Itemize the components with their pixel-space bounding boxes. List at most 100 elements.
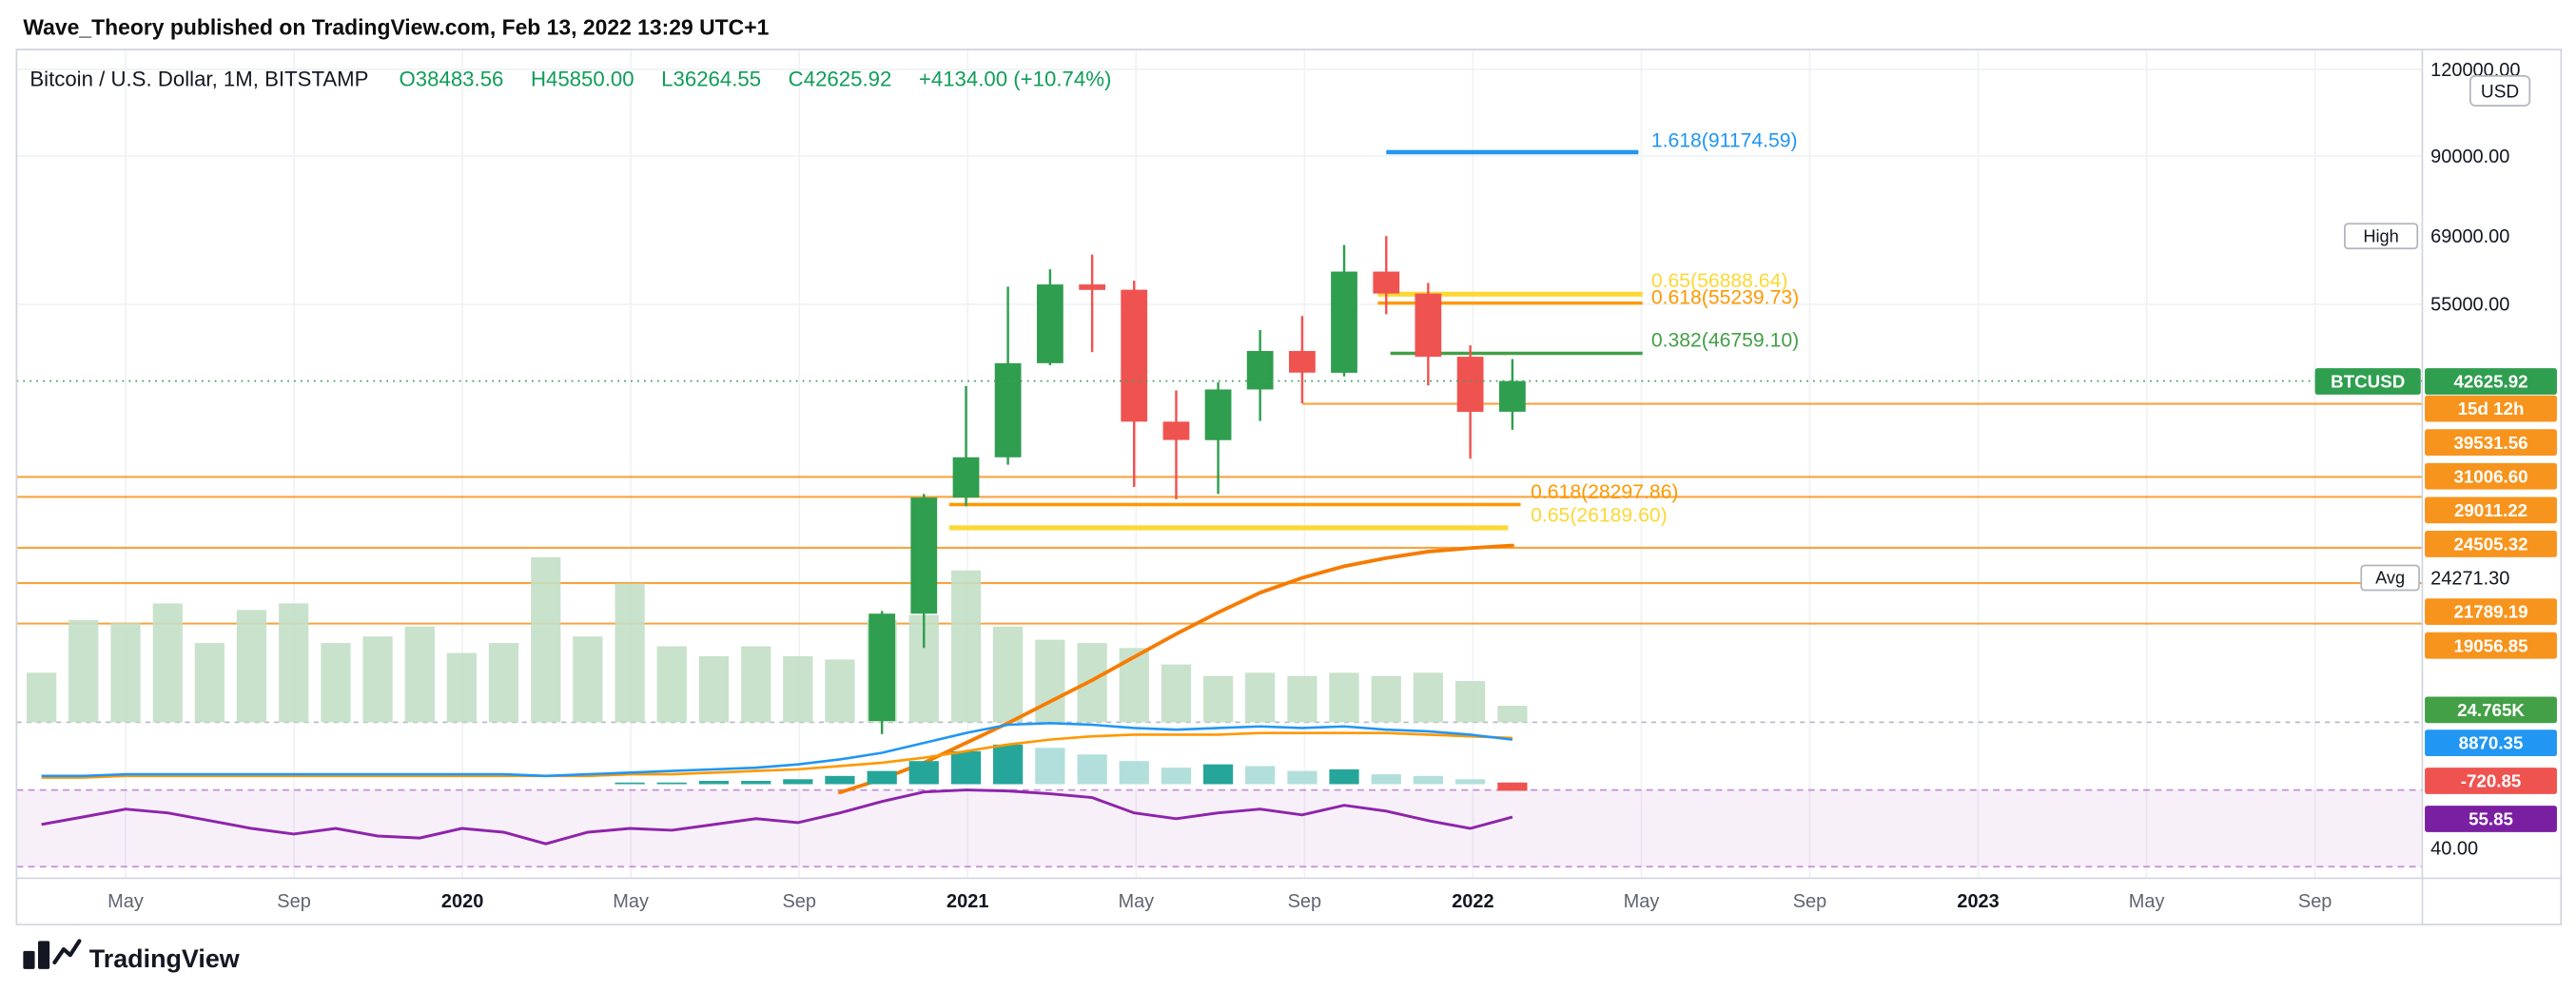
- price-axis-badge-label: 24.765K: [2457, 700, 2525, 720]
- time-axis-label: May: [1118, 891, 1154, 912]
- time-axis-label: May: [1624, 891, 1660, 912]
- osc-histogram-bar: [867, 770, 897, 785]
- volume-bar: [698, 655, 730, 723]
- price-axis-badge: [2425, 729, 2557, 756]
- volume-bar: [950, 570, 982, 723]
- volume-bar: [656, 646, 687, 723]
- time-axis-label: Sep: [1288, 891, 1322, 912]
- fib-label-065-lower[interactable]: 0.65(26189.60): [1531, 505, 1668, 527]
- brand-wordmark: TradingView: [89, 944, 240, 973]
- legend-close: C42625.92: [789, 67, 892, 90]
- volume-bar: [1413, 672, 1443, 723]
- volume-bar: [68, 619, 99, 723]
- volume-bar: [1329, 672, 1359, 723]
- candle-body: [1415, 293, 1442, 358]
- volume-bar: [783, 655, 813, 723]
- logo-bar-short: [23, 950, 35, 969]
- time-axis-label: 2020: [441, 891, 483, 912]
- osc-histogram-bar: [698, 781, 730, 785]
- volume-bar: [27, 672, 57, 723]
- time-axis-label: Sep: [782, 891, 816, 912]
- price-axis-badge-label: 31006.60: [2453, 466, 2527, 486]
- price-axis-badge: [2425, 462, 2557, 490]
- osc-histogram-bar: [1077, 754, 1107, 785]
- price-axis-badge: [2425, 696, 2557, 724]
- osc-histogram-bar: [992, 744, 1024, 785]
- volume-bar: [1161, 664, 1192, 723]
- volume-bar: [825, 659, 855, 723]
- osc-histogram-bar: [1455, 779, 1486, 785]
- price-axis-badge-label: 29011.22: [2454, 500, 2527, 520]
- symbol-legend[interactable]: Bitcoin / U.S. Dollar, 1M, BITSTAMP O384…: [29, 62, 1111, 91]
- oscillator-layer: [41, 721, 1528, 791]
- marker-chip-label: Avg: [2375, 569, 2405, 588]
- published-line: Wave_Theory published on TradingView.com…: [23, 14, 769, 39]
- volume-bar: [741, 646, 771, 723]
- volume-bar: [279, 603, 309, 723]
- currency-button-label: USD: [2481, 82, 2519, 102]
- candle-body: [1036, 284, 1064, 363]
- time-axis-label: May: [107, 891, 144, 912]
- price-axis-label: 90000.00: [2430, 146, 2509, 167]
- symbol-chip: [2314, 368, 2421, 395]
- rsi-layer: [41, 788, 1513, 846]
- fib-label-0618-lower[interactable]: 0.618(28297.86): [1531, 481, 1678, 503]
- time-axis[interactable]: May Sep 2020 May Sep 2021 May Sep 2022 May Sep 2023…: [17, 879, 2422, 924]
- rsi-band: [16, 789, 2423, 867]
- price-axis-badge: [2425, 395, 2557, 422]
- candle-body: [868, 613, 896, 722]
- osc-histogram-bar: [1035, 748, 1065, 785]
- marker-chip-label: High: [2363, 226, 2398, 245]
- price-axis-badge: [2425, 531, 2557, 557]
- candle-body: [994, 362, 1022, 457]
- marker-chip: [2360, 564, 2420, 592]
- time-axis-background[interactable]: [17, 879, 2422, 924]
- currency-button[interactable]: USD: [2469, 74, 2531, 107]
- volume-layer: [27, 556, 1528, 723]
- volume-bar: [236, 610, 267, 723]
- price-axis-label: 24271.30: [2430, 568, 2509, 589]
- volume-bar: [110, 623, 141, 723]
- osc-histogram-bar-negative: [1497, 782, 1528, 791]
- price-axis-label: 69000.00: [2430, 226, 2509, 247]
- candle-body: [1499, 380, 1526, 412]
- price-axis-label: 40.00: [2430, 838, 2478, 859]
- candle-body: [952, 457, 980, 498]
- time-axis-label: Sep: [277, 891, 311, 912]
- rsi-line: [41, 788, 1513, 846]
- volume-bar: [152, 603, 183, 723]
- candle-body: [1121, 289, 1148, 422]
- price-axis-badge-label: 55.85: [2469, 809, 2513, 829]
- candle-body: [1289, 351, 1316, 373]
- candle-body: [1246, 351, 1274, 390]
- symbol-chip-label: BTCUSD: [2331, 372, 2405, 392]
- legend-change: +4134.00 (+10.74%): [919, 67, 1111, 90]
- candle-body: [1331, 271, 1357, 373]
- volume-bar: [1202, 675, 1234, 723]
- time-axis-label: Sep: [2298, 891, 2332, 912]
- volume-bar: [1245, 672, 1276, 723]
- time-axis-label: May: [613, 891, 649, 912]
- osc-histogram-bar: [1371, 774, 1401, 785]
- marker-chip: [2344, 223, 2419, 250]
- legend-low: L36264.55: [661, 67, 761, 90]
- moving-average-layer: [837, 543, 1514, 795]
- fib-label-1618[interactable]: 1.618(91174.59): [1651, 129, 1798, 151]
- volume-bar: [404, 626, 435, 723]
- price-axis-badge-label: 19056.85: [2453, 635, 2527, 655]
- candles-layer: [868, 236, 1526, 734]
- fib-label-065-upper[interactable]: 0.65(56888.64): [1651, 270, 1788, 292]
- currency-button-box: [2469, 74, 2531, 107]
- tradingview-logo[interactable]: TradingView: [23, 939, 240, 973]
- price-axis-label: 55000.00: [2430, 294, 2509, 315]
- chart-plot-area[interactable]: [16, 49, 2423, 879]
- osc-orange-line: [41, 731, 1512, 779]
- osc-blue-line: [41, 721, 1513, 778]
- fib-label-0618-upper[interactable]: 0.618(55239.73): [1651, 286, 1799, 308]
- price-axis-badge: [2425, 368, 2557, 395]
- price-axis-badge: [2425, 496, 2557, 524]
- price-axis-badge-label: 8870.35: [2459, 733, 2524, 753]
- fib-label-0382[interactable]: 0.382(46759.10): [1651, 330, 1799, 352]
- volume-bar: [488, 643, 519, 723]
